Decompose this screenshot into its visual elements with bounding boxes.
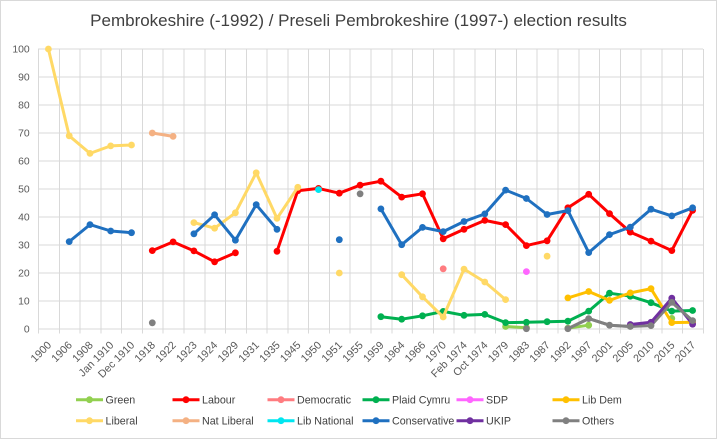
svg-text:1987: 1987: [527, 339, 552, 364]
svg-text:1964: 1964: [382, 339, 407, 364]
svg-text:1966: 1966: [403, 339, 428, 364]
svg-text:60: 60: [18, 157, 30, 168]
svg-text:1955: 1955: [340, 339, 365, 364]
svg-text:2015: 2015: [652, 339, 677, 364]
svg-text:1900: 1900: [29, 339, 54, 364]
svg-text:2001: 2001: [590, 339, 615, 364]
svg-text:Green: Green: [106, 395, 136, 407]
svg-text:1983: 1983: [507, 339, 532, 364]
svg-text:1979: 1979: [486, 339, 511, 364]
svg-text:1922: 1922: [153, 339, 178, 364]
svg-text:20: 20: [18, 269, 30, 280]
svg-text:30: 30: [18, 241, 30, 252]
svg-text:Nat Liberal: Nat Liberal: [202, 416, 254, 428]
svg-text:Conservative: Conservative: [392, 416, 454, 428]
svg-text:Liberal: Liberal: [106, 416, 138, 428]
svg-text:2010: 2010: [631, 339, 656, 364]
svg-text:1959: 1959: [361, 339, 386, 364]
svg-text:1906: 1906: [49, 339, 74, 364]
svg-text:100: 100: [12, 45, 30, 56]
svg-text:1945: 1945: [278, 339, 303, 364]
svg-text:0: 0: [24, 325, 30, 336]
svg-text:2005: 2005: [611, 339, 636, 364]
svg-text:2017: 2017: [673, 339, 698, 364]
svg-text:90: 90: [18, 73, 30, 84]
svg-text:Labour: Labour: [202, 395, 236, 407]
svg-text:1923: 1923: [174, 339, 199, 364]
svg-text:1918: 1918: [133, 339, 158, 364]
svg-text:1992: 1992: [548, 339, 573, 364]
svg-text:1935: 1935: [257, 339, 282, 364]
svg-text:1951: 1951: [320, 339, 345, 364]
svg-text:Lib National: Lib National: [297, 416, 353, 428]
svg-text:1924: 1924: [195, 339, 220, 364]
svg-text:SDP: SDP: [486, 395, 508, 407]
svg-text:Plaid Cymru: Plaid Cymru: [392, 395, 450, 407]
svg-text:50: 50: [18, 185, 30, 196]
svg-text:Lib Dem: Lib Dem: [582, 395, 622, 407]
svg-text:70: 70: [18, 129, 30, 140]
svg-text:1931: 1931: [236, 339, 261, 364]
svg-text:1997: 1997: [569, 339, 594, 364]
svg-text:40: 40: [18, 213, 30, 224]
svg-text:Democratic: Democratic: [297, 395, 352, 407]
svg-text:10: 10: [18, 297, 30, 308]
svg-text:Others: Others: [582, 416, 614, 428]
svg-text:1929: 1929: [216, 339, 241, 364]
svg-text:80: 80: [18, 101, 30, 112]
svg-text:UKIP: UKIP: [486, 416, 511, 428]
svg-text:1950: 1950: [299, 339, 324, 364]
